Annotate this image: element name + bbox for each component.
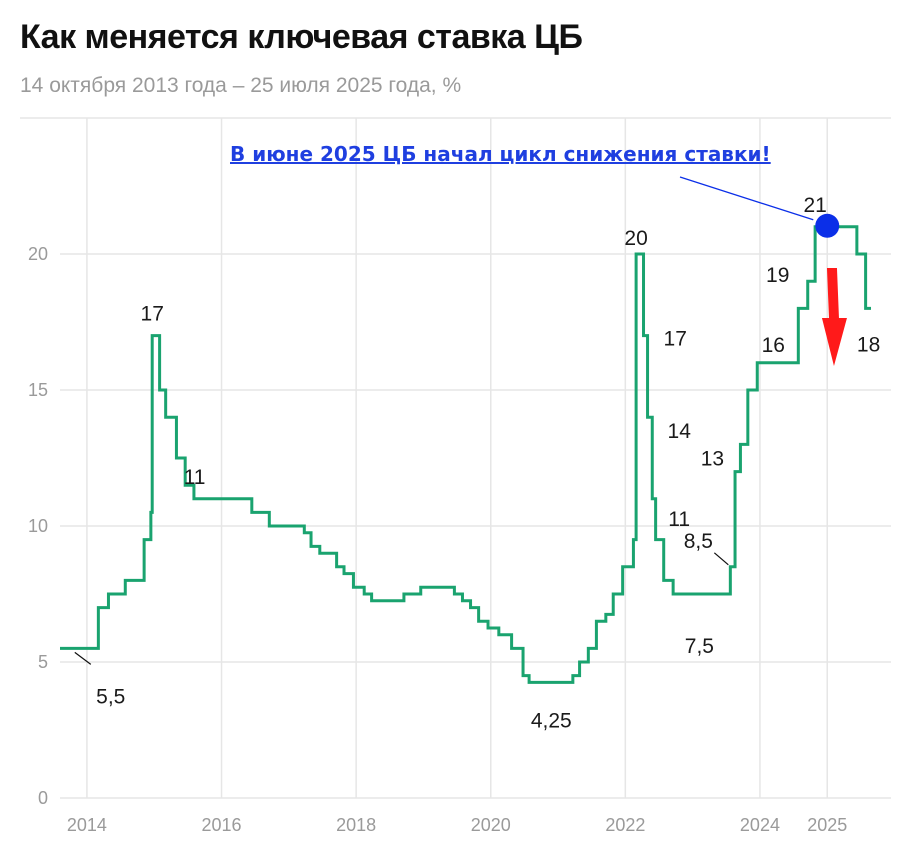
annotation-text: В июне 2025 ЦБ начал цикл снижения ставк… (230, 142, 771, 166)
annotation-layer: В июне 2025 ЦБ начал цикл снижения ставк… (230, 142, 847, 366)
chart-subtitle: 14 октября 2013 года – 25 июля 2025 года… (20, 74, 462, 97)
decline-arrow-icon (821, 268, 847, 366)
data-label: 19 (766, 264, 789, 287)
data-label: 17 (664, 328, 687, 351)
x-tick-label: 2022 (605, 815, 645, 835)
data-label: 4,25 (531, 709, 572, 732)
highlight-marker (815, 213, 840, 238)
data-label: 14 (668, 420, 692, 443)
annotation-pointer (679, 176, 814, 221)
data-label: 5,5 (96, 685, 125, 708)
y-tick-label: 0 (38, 788, 48, 808)
data-label: 11 (668, 508, 690, 531)
x-tick-label: 2018 (336, 815, 376, 835)
x-tick-label: 2025 (807, 815, 847, 835)
data-label: 20 (624, 227, 647, 250)
data-label: 8,5 (684, 530, 713, 553)
y-tick-label: 5 (38, 652, 48, 672)
rate-step-line (60, 225, 871, 684)
series-layer (60, 225, 871, 684)
data-label: 11 (184, 466, 206, 489)
x-tick-label: 2024 (740, 815, 780, 835)
x-tick-label: 2020 (471, 815, 511, 835)
data-label: 16 (762, 334, 785, 357)
data-label: 21 (803, 194, 826, 217)
data-label: 17 (141, 303, 164, 326)
data-label-leader (74, 651, 92, 665)
chart-title: Как меняется ключевая ставка ЦБ (20, 18, 583, 56)
axis-layer: 0 5 10 15 20 2014 2016 2018 2020 2022 2024 2025 (28, 244, 847, 835)
y-tick-label: 20 (28, 244, 48, 264)
y-tick-label: 10 (28, 516, 48, 536)
data-label: 7,5 (685, 635, 714, 658)
data-label-layer: 5,5 17 11 4,25 20 17 14 11 7,5 8,5 13 16 19 21 18 (74, 194, 880, 732)
data-label-leader (713, 552, 729, 566)
y-tick-label: 15 (28, 380, 48, 400)
data-label: 13 (701, 447, 724, 470)
x-tick-label: 2016 (202, 815, 242, 835)
grid-layer (20, 117, 891, 799)
x-tick-label: 2014 (67, 815, 107, 835)
data-label: 18 (857, 333, 880, 356)
